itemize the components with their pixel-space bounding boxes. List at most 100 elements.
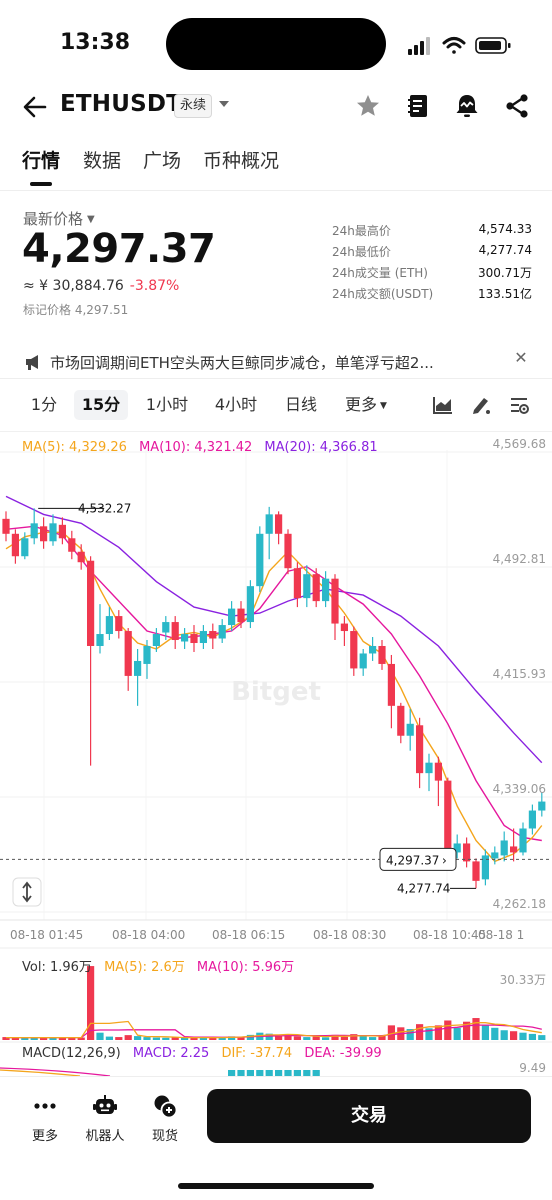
spot-button[interactable]: 现货 xyxy=(140,1093,190,1144)
candle-body xyxy=(21,538,29,557)
interval-1h[interactable]: 1小时 xyxy=(145,395,189,414)
robot-button[interactable]: 机器人 xyxy=(80,1093,130,1144)
current-price-tag-box xyxy=(379,847,457,871)
ma5-line xyxy=(5,531,543,863)
tab-market[interactable]: 行情 xyxy=(22,150,61,172)
star-icon[interactable] xyxy=(354,92,382,120)
candle xyxy=(49,514,57,546)
volume-max-label: 30.33万 xyxy=(500,973,546,987)
indicator-settings-icon[interactable] xyxy=(508,394,530,416)
fit-screen-button[interactable] xyxy=(12,877,42,907)
candle-body xyxy=(209,631,217,639)
caret-down-icon: ▼ xyxy=(87,214,95,225)
chart-type-icon[interactable] xyxy=(432,394,454,416)
candle-body xyxy=(303,574,311,599)
kline-chart[interactable]: Bitget 4,569.684,492.814,415.934,339.064… xyxy=(0,432,552,1076)
tab-coin-overview[interactable]: 币种概况 xyxy=(203,150,280,172)
candle xyxy=(350,626,358,676)
stat-label: 24h成交量 (ETH) xyxy=(332,266,428,280)
interval-1d[interactable]: 日线 xyxy=(284,395,317,414)
candle xyxy=(538,792,546,817)
expand-vertical-icon xyxy=(22,881,32,903)
dea-line xyxy=(0,1067,111,1076)
back-arrow-icon[interactable] xyxy=(20,92,50,122)
candle-body xyxy=(312,574,320,602)
caret-down-icon[interactable] xyxy=(218,98,230,110)
current-price-tag[interactable]: 4,297.37 › xyxy=(379,847,457,871)
macd-histogram-bar xyxy=(275,1070,283,1076)
volume-bar xyxy=(528,1033,536,1040)
candle xyxy=(143,640,151,679)
interval-4h[interactable]: 4小时 xyxy=(214,395,258,414)
candle xyxy=(397,702,405,744)
cny-price-line: ≈ ¥ 30,884.76 -3.87% xyxy=(23,278,179,294)
news-banner[interactable]: 市场回调期间ETH空头两大巨鲸同步减仓，单笔浮亏超2... ✕ xyxy=(0,344,552,380)
candle xyxy=(77,544,85,570)
candle-body xyxy=(472,861,480,881)
last-price: 4,297.37 xyxy=(22,226,216,272)
pair-title[interactable]: ETHUSDT xyxy=(60,91,183,117)
latest-price-label[interactable]: 最新价格 ▼ xyxy=(23,208,95,229)
volume-bar xyxy=(115,1037,123,1040)
volume-bar xyxy=(275,1035,283,1040)
close-icon[interactable]: ✕ xyxy=(514,348,528,367)
stat-label: 24h最低价 xyxy=(332,245,391,259)
candle-body xyxy=(434,762,442,781)
news-text[interactable]: 市场回调期间ETH空头两大巨鲸同步减仓，单笔浮亏超2... xyxy=(50,354,434,372)
volume-bar xyxy=(30,1037,38,1040)
signal-icon xyxy=(408,37,430,55)
candle xyxy=(322,571,330,608)
dynamic-island xyxy=(166,18,386,70)
drawing-tool-icon[interactable] xyxy=(470,394,492,416)
candle xyxy=(162,616,170,641)
candle xyxy=(171,616,179,649)
candle xyxy=(303,565,311,608)
volume-bar xyxy=(322,1037,330,1040)
stat-value: 4,574.33 xyxy=(478,222,532,236)
candle-body xyxy=(378,645,386,664)
notebook-icon[interactable] xyxy=(404,92,432,120)
volume-bar xyxy=(369,1037,377,1040)
candle-body xyxy=(87,560,95,646)
stat-row-low: 24h最低价 4,277.74 xyxy=(332,243,532,264)
y-tick-label: 4,415.93 xyxy=(493,667,546,681)
volume-bar xyxy=(293,1036,301,1040)
perpetual-badge: 永续 xyxy=(174,94,213,118)
status-bar: 13:38 xyxy=(0,0,552,88)
more-button[interactable]: 更多 xyxy=(20,1093,70,1144)
candle xyxy=(481,849,489,886)
candle-body xyxy=(143,645,151,664)
candle xyxy=(105,607,113,641)
stat-label: 24h成交额(USDT) xyxy=(332,287,434,301)
interval-divider xyxy=(0,431,552,432)
share-icon[interactable] xyxy=(503,92,531,120)
mark-price: 标记价格 4,297.51 xyxy=(23,303,129,317)
interval-more[interactable]: 更多 ▼ xyxy=(338,390,394,420)
macd-histogram-bar xyxy=(228,1070,236,1076)
interval-15m[interactable]: 15分 xyxy=(74,390,128,420)
candle xyxy=(152,628,160,652)
more-label: 更多 xyxy=(31,1129,58,1144)
candle-body xyxy=(218,625,226,639)
trade-button[interactable]: 交易 xyxy=(207,1089,531,1143)
volume-bar xyxy=(453,1027,461,1040)
dea-value: DEA: -39.99 xyxy=(304,1046,382,1061)
header: ETHUSDT 永续 xyxy=(0,84,552,128)
candle xyxy=(331,574,339,641)
tab-square[interactable]: 广场 xyxy=(143,150,182,172)
macd-histogram-bar xyxy=(312,1070,320,1076)
candle-body xyxy=(11,533,19,557)
interval-1m[interactable]: 1分 xyxy=(30,395,58,414)
candle-body xyxy=(134,660,142,676)
candle-body xyxy=(228,608,236,626)
interval-selector: 1分 15分 1小时 4小时 日线 更多 ▼ xyxy=(0,386,552,422)
candle xyxy=(134,648,142,706)
ma20-legend: MA(20): 4,366.81 xyxy=(264,440,378,455)
tab-data[interactable]: 数据 xyxy=(83,150,122,172)
price-alert-icon[interactable] xyxy=(453,92,481,120)
volume-bar xyxy=(134,1036,142,1040)
watermark-bitget: Bitget xyxy=(231,677,321,707)
candle-body xyxy=(246,586,254,623)
candle xyxy=(96,604,104,654)
volume-bar xyxy=(199,1037,207,1040)
